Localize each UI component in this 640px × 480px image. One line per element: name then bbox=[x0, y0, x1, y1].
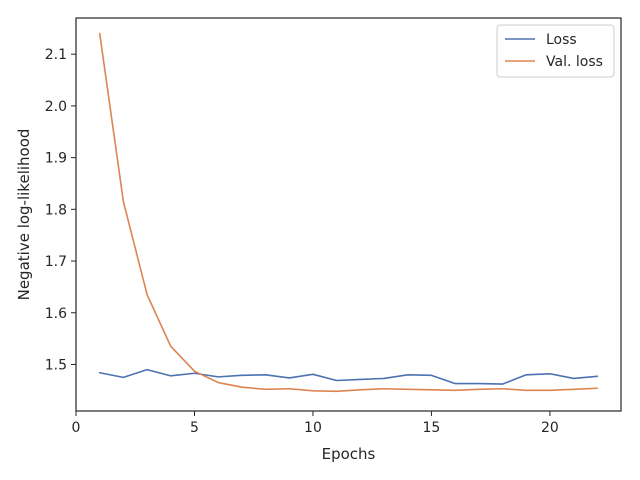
y-tick-label: 1.8 bbox=[45, 202, 67, 218]
legend-label: Loss bbox=[546, 32, 577, 48]
x-tick-label: 15 bbox=[423, 420, 441, 436]
x-tick-label: 20 bbox=[541, 420, 559, 436]
legend-label: Val. loss bbox=[546, 54, 603, 70]
y-tick-label: 1.9 bbox=[45, 151, 67, 167]
plot-frame bbox=[75, 17, 622, 412]
y-tick-label: 2.0 bbox=[45, 99, 67, 115]
x-tick-label: 10 bbox=[304, 420, 322, 436]
axes: 0 5 10 15 20 1.5 1.6 1.7 1.8 1.9 2.0 2.1 bbox=[45, 47, 559, 436]
legend-box bbox=[496, 24, 615, 78]
y-axis-label: Negative log-likelihood bbox=[15, 129, 33, 301]
y-tick-label: 1.7 bbox=[45, 254, 67, 270]
legend: Loss Val. loss bbox=[496, 24, 615, 78]
y-tick-label: 2.1 bbox=[45, 47, 67, 63]
y-tick-label: 1.5 bbox=[45, 357, 67, 373]
y-tick-label: 1.6 bbox=[45, 306, 67, 322]
series-line-loss bbox=[98, 368, 599, 385]
x-axis-label: Epochs bbox=[322, 445, 376, 463]
series-layer bbox=[98, 32, 599, 393]
series-line-val-loss bbox=[98, 32, 599, 393]
x-tick-label: 0 bbox=[72, 420, 81, 436]
x-tick-label: 5 bbox=[190, 420, 199, 436]
